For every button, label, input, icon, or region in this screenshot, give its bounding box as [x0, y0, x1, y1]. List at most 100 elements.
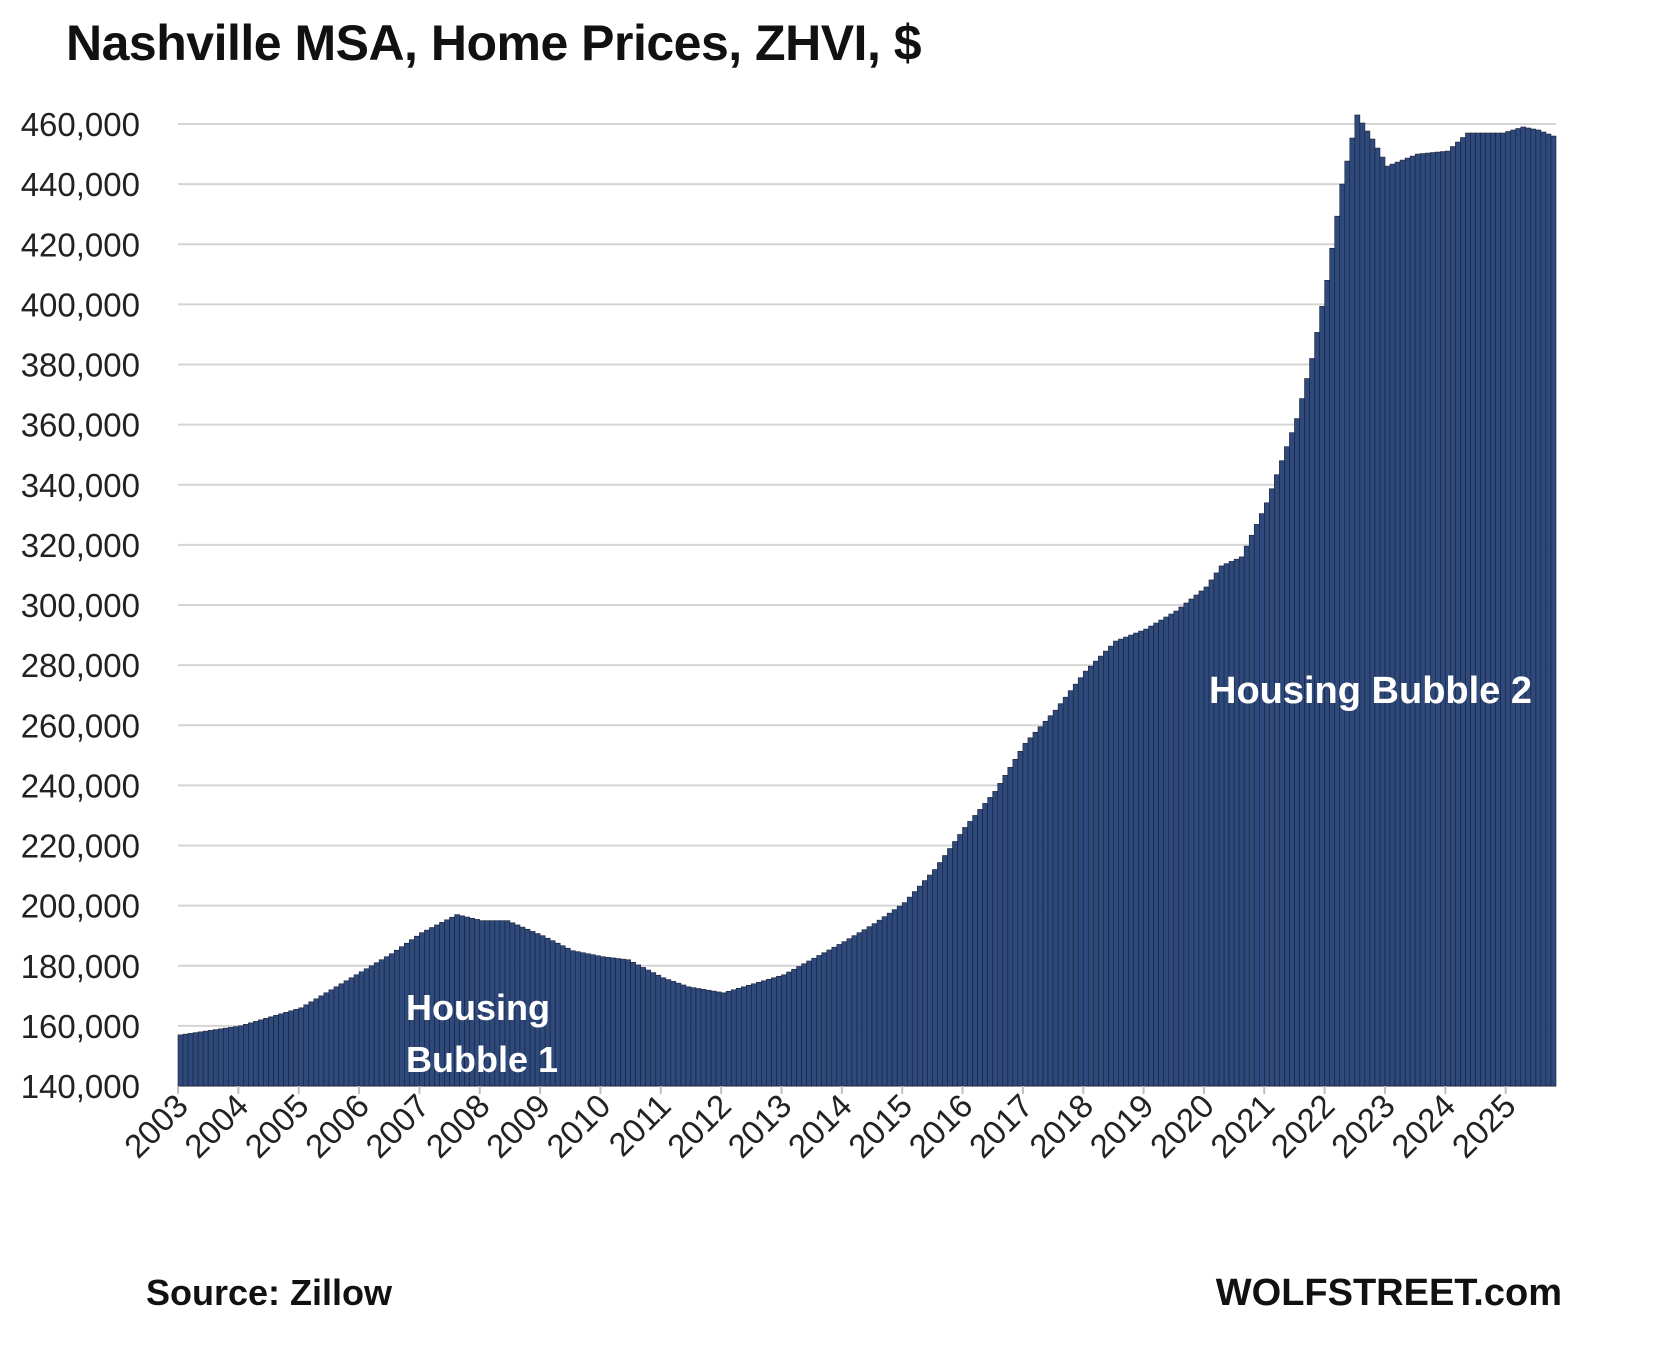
bar	[1082, 670, 1089, 1087]
x-tick-label: 2021	[1203, 1087, 1281, 1165]
bar	[1490, 132, 1496, 1087]
y-tick-label: 140,000	[21, 1068, 140, 1105]
bar	[1243, 545, 1250, 1087]
bar	[1500, 132, 1507, 1087]
bar	[1012, 759, 1019, 1087]
bar	[690, 987, 697, 1087]
bar	[605, 957, 611, 1087]
bar	[283, 1012, 289, 1087]
bar	[856, 932, 863, 1087]
bar	[1434, 151, 1441, 1087]
bar	[1173, 610, 1180, 1087]
bar	[600, 956, 606, 1087]
bar	[1017, 751, 1024, 1087]
y-tick-label: 300,000	[21, 587, 140, 624]
bar	[916, 885, 923, 1087]
bar	[906, 896, 913, 1087]
bar	[1424, 152, 1431, 1087]
bar	[610, 957, 616, 1087]
bar	[655, 974, 662, 1087]
bar	[253, 1021, 259, 1087]
bar	[1510, 129, 1517, 1087]
x-tick-label: 2025	[1445, 1087, 1523, 1165]
bar	[1460, 137, 1466, 1087]
bar	[811, 957, 818, 1087]
bar	[866, 926, 873, 1087]
bar	[303, 1004, 310, 1087]
bar	[695, 988, 702, 1087]
bars	[177, 114, 1557, 1087]
x-tick-label: 2023	[1324, 1087, 1402, 1165]
bar	[630, 962, 636, 1087]
bar	[786, 971, 792, 1087]
bar	[997, 783, 1004, 1087]
y-tick-label: 280,000	[21, 647, 140, 684]
y-tick-label: 240,000	[21, 767, 140, 804]
bar	[841, 941, 848, 1087]
bar	[685, 986, 692, 1087]
x-tick-label: 2008	[419, 1087, 497, 1165]
bar	[383, 956, 390, 1087]
x-tick-label: 2005	[238, 1087, 316, 1165]
bar	[1515, 128, 1522, 1087]
bar	[1409, 155, 1416, 1087]
bar	[891, 909, 898, 1087]
bar	[1329, 247, 1336, 1087]
bar	[1429, 152, 1436, 1087]
y-tick-label: 380,000	[21, 347, 140, 384]
bar	[1183, 602, 1190, 1087]
bar	[1218, 565, 1225, 1087]
bar	[801, 963, 807, 1087]
bar	[1158, 619, 1165, 1087]
bar	[569, 950, 576, 1087]
bar	[1163, 616, 1170, 1087]
bar	[1037, 726, 1044, 1087]
bar	[1289, 432, 1295, 1087]
bar	[398, 946, 405, 1087]
bar	[1143, 628, 1149, 1087]
bar	[182, 1033, 189, 1087]
bar	[333, 986, 340, 1087]
bar	[756, 981, 762, 1087]
bar	[871, 923, 878, 1087]
bar	[1148, 625, 1154, 1087]
annotation-bubble-2: Housing Bubble 2	[1209, 670, 1532, 712]
bar	[1042, 720, 1049, 1087]
bar	[590, 954, 596, 1087]
bar	[635, 964, 641, 1087]
x-tick-label: 2017	[962, 1087, 1040, 1165]
bar	[1455, 141, 1461, 1087]
chart-title: Nashville MSA, Home Prices, ZHVI, $	[66, 15, 922, 71]
bar	[680, 984, 687, 1087]
bar	[660, 977, 667, 1087]
bar	[1525, 127, 1532, 1087]
bar	[1007, 767, 1014, 1087]
bar	[962, 827, 968, 1087]
bar	[720, 992, 727, 1087]
bar	[1133, 632, 1139, 1087]
bar	[776, 975, 782, 1087]
bar	[751, 983, 757, 1087]
y-tick-label: 360,000	[21, 407, 140, 444]
bar	[580, 952, 586, 1087]
bar	[575, 951, 581, 1087]
bar	[806, 960, 812, 1087]
bar	[202, 1030, 209, 1087]
bar	[1495, 132, 1501, 1087]
x-tick-label: 2011	[601, 1087, 677, 1163]
x-tick-label: 2024	[1384, 1087, 1462, 1165]
bar	[705, 989, 712, 1087]
bar	[901, 902, 908, 1087]
bar	[665, 979, 672, 1087]
bar	[1445, 150, 1451, 1087]
bar	[1248, 534, 1255, 1087]
bar	[1233, 558, 1240, 1087]
bar	[710, 990, 717, 1087]
x-tick-label: 2014	[781, 1087, 859, 1165]
bar	[1419, 153, 1426, 1087]
y-tick-label: 440,000	[21, 166, 140, 203]
bar	[388, 953, 395, 1087]
bar	[1108, 645, 1114, 1087]
bar	[952, 841, 958, 1087]
bar	[876, 919, 883, 1087]
